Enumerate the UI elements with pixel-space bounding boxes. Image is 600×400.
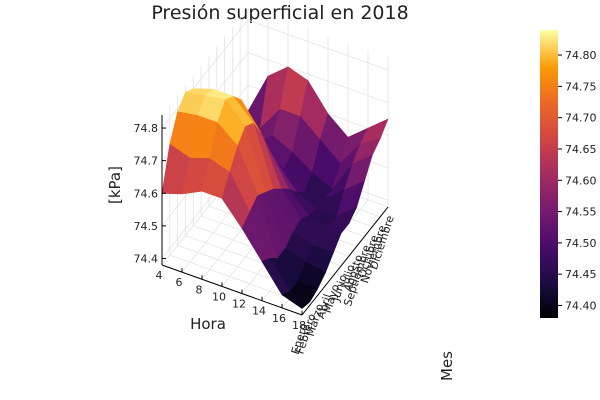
colorbar-tick-label: 74.40 (565, 299, 597, 312)
colorbar-tick-label: 74.45 (565, 268, 597, 281)
gridline-z-back (247, 52, 389, 104)
x-tick-label: 12 (232, 298, 246, 311)
colorbar-tick-label: 74.65 (565, 143, 597, 156)
x-tick-label: 8 (196, 283, 203, 296)
colorbar-tick-label: 74.70 (565, 112, 597, 125)
gridline-z-left (161, 19, 249, 129)
colorbar-gradient (540, 30, 558, 318)
colorbar-tick-label: 74.75 (565, 80, 597, 93)
x-tick-label: 4 (156, 269, 163, 282)
surface (161, 66, 389, 309)
x-tick-label: 16 (272, 312, 286, 325)
colorbar-tick-label: 74.50 (565, 237, 597, 250)
x-axis-line (161, 264, 303, 316)
z-tick-label: 74.5 (134, 220, 159, 233)
z-tick-label: 74.6 (134, 187, 159, 200)
x-tick-label: 14 (252, 305, 266, 318)
axes: 4681012141618EneroFebreroMarzoAbrilMayoJ… (134, 115, 397, 356)
gridline-z-back (247, 19, 389, 71)
colorbar-tick-label: 74.55 (565, 206, 597, 219)
surface-patch (281, 291, 311, 309)
z-axis-label: [kPa] (106, 166, 124, 204)
x-tick-label: 18 (292, 319, 306, 332)
colorbar-tick-label: 74.60 (565, 174, 597, 187)
colorbar-tick-label: 74.80 (565, 49, 597, 62)
y-axis-label: Mes (438, 351, 456, 381)
x-tick-label: 6 (176, 276, 183, 289)
colorbar: 74.40 74.45 74.50 74.55 74.60 74.65 74.70 74.75… (540, 30, 597, 318)
z-tick-label: 74.4 (134, 252, 159, 265)
x-tick-label: 10 (212, 290, 226, 303)
z-tick-label: 74.7 (134, 155, 159, 168)
x-axis-label: Hora (190, 315, 226, 333)
y-axis-line (301, 206, 389, 316)
z-tick-label: 74.8 (134, 122, 159, 135)
chart-title: Presión superficial en 2018 (151, 2, 408, 24)
